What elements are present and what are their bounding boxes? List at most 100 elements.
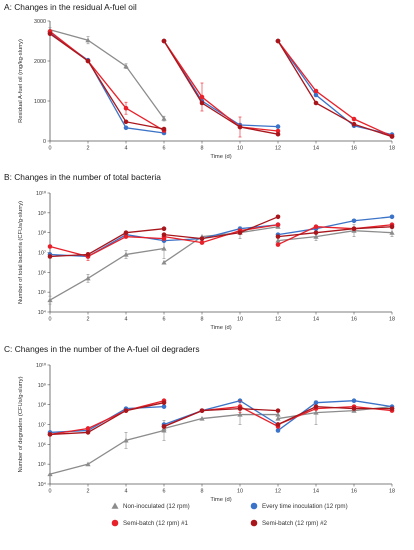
x-tick-label: 10 <box>237 489 243 495</box>
data-point <box>200 240 205 245</box>
y-tick-label: 10⁷ <box>38 423 46 429</box>
x-tick-label: 4 <box>125 317 128 323</box>
data-point <box>200 236 205 241</box>
data-point <box>238 406 243 411</box>
x-tick-label: 8 <box>201 317 204 323</box>
y-tick-label: 10⁵ <box>38 462 46 468</box>
x-tick-label: 14 <box>313 317 319 323</box>
legend-item: Every time inoculation (12 rpm) <box>251 503 348 511</box>
data-point <box>276 242 281 247</box>
data-point <box>86 430 91 435</box>
data-point <box>162 232 167 237</box>
data-point <box>86 252 91 257</box>
series-line <box>164 401 278 425</box>
data-point <box>86 59 91 64</box>
x-tick-label: 18 <box>389 489 395 495</box>
legend: Non-inoculated (12 rpm) Every time inocul… <box>112 503 348 528</box>
data-point <box>48 254 53 259</box>
x-tick-label: 4 <box>125 146 128 152</box>
series-line <box>50 33 164 133</box>
x-tick-label: 14 <box>313 146 319 152</box>
series-semi1 <box>48 222 395 260</box>
legend-label: Semi-batch (12 rpm) #2 <box>262 520 328 527</box>
data-point <box>276 428 281 433</box>
y-tick-label: 10⁶ <box>38 442 46 448</box>
y-tick-label: 10¹⁰ <box>36 191 46 197</box>
data-point <box>200 95 205 100</box>
data-point <box>162 404 167 409</box>
series-line <box>164 41 278 134</box>
x-tick-label: 14 <box>313 489 319 495</box>
data-point <box>124 106 129 111</box>
series-non-inoculated <box>47 401 394 476</box>
x-axis-label: Time (d) <box>210 497 231 503</box>
data-point <box>352 122 357 127</box>
legend-marker-circle <box>251 520 258 527</box>
data-point <box>124 408 129 413</box>
legend-item: Semi-batch (12 rpm) #1 <box>112 520 189 528</box>
data-point <box>124 120 129 125</box>
y-tick-label: 0 <box>43 139 46 145</box>
x-tick-label: 12 <box>275 146 281 152</box>
y-tick-label: 10⁸ <box>38 231 46 237</box>
x-tick-label: 16 <box>351 489 357 495</box>
data-point <box>47 298 52 303</box>
legend-marker-circle <box>112 520 119 527</box>
x-tick-label: 8 <box>201 489 204 495</box>
legend-item: Non-inoculated (12 rpm) <box>112 503 190 511</box>
legend-item: Semi-batch (12 rpm) #2 <box>251 520 328 528</box>
data-point <box>48 432 53 437</box>
series-line <box>50 30 164 119</box>
y-axis-label: Number of degraders (CFUs/g-slurry) <box>18 376 24 472</box>
series-line <box>164 415 278 429</box>
series-every-time <box>48 31 395 137</box>
data-point <box>162 226 167 231</box>
series-semi1 <box>48 398 395 436</box>
data-point <box>124 230 129 235</box>
series-line <box>278 41 392 135</box>
x-tick-label: 0 <box>49 317 52 323</box>
data-point <box>390 224 395 229</box>
data-point <box>314 89 319 94</box>
data-point <box>162 127 167 132</box>
x-tick-label: 6 <box>163 146 166 152</box>
y-tick-label: 10⁹ <box>38 211 46 217</box>
data-point <box>238 230 243 235</box>
x-tick-label: 16 <box>351 317 357 323</box>
data-point <box>162 400 167 405</box>
legend-marker-triangle <box>112 503 119 509</box>
series-non-inoculated <box>47 27 166 121</box>
x-tick-label: 4 <box>125 489 128 495</box>
x-tick-label: 18 <box>389 317 395 323</box>
y-tick-label: 10⁶ <box>38 270 46 276</box>
data-point <box>86 426 91 431</box>
data-point <box>200 408 205 413</box>
data-point <box>314 101 319 106</box>
panel-b-total-bacteria: B: Changes in the number of total bacter… <box>4 172 395 331</box>
data-point <box>276 132 281 137</box>
series-line <box>50 237 164 257</box>
y-tick-label: 2000 <box>34 59 46 65</box>
x-tick-label: 2 <box>87 317 90 323</box>
x-tick-label: 2 <box>87 146 90 152</box>
y-tick-label: 3000 <box>34 19 46 25</box>
data-point <box>276 124 281 129</box>
panel-title: A: Changes in the residual A-fuel oil <box>4 2 137 12</box>
data-point <box>276 234 281 239</box>
series-line <box>50 249 164 301</box>
data-point <box>162 424 167 429</box>
data-point <box>390 406 395 411</box>
data-point <box>352 218 357 223</box>
data-point <box>314 230 319 235</box>
y-tick-label: 10⁷ <box>38 251 46 257</box>
x-tick-label: 16 <box>351 146 357 152</box>
x-tick-label: 10 <box>237 317 243 323</box>
y-tick-label: 10⁹ <box>38 383 46 389</box>
x-tick-label: 2 <box>87 489 90 495</box>
x-axis-label: Time (d) <box>210 325 231 331</box>
data-point <box>238 125 243 130</box>
series-line <box>164 227 278 263</box>
series-line <box>50 34 164 129</box>
data-point <box>48 244 53 249</box>
